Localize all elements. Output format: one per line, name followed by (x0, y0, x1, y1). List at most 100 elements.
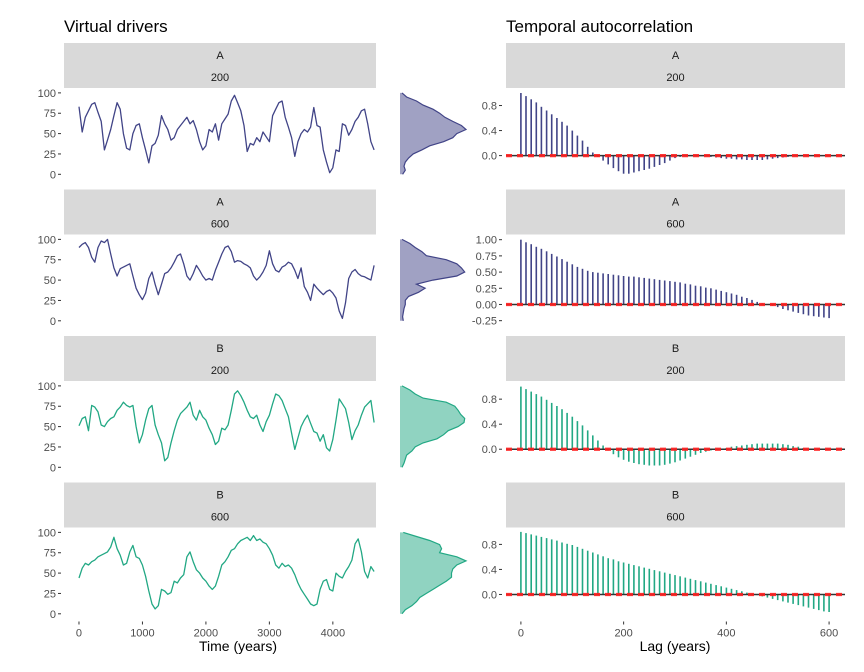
density-area (400, 532, 466, 614)
acf-bar (622, 449, 625, 460)
acf-bar (556, 256, 558, 305)
driver-y-tick-label: 0 (50, 609, 56, 621)
acf-bar (628, 276, 630, 305)
acf-bar (766, 594, 769, 598)
acf-bar (576, 135, 579, 156)
lag-x-tick-label: 200 (614, 628, 632, 640)
panel-row-B-200: B 200 B 200 0 25 50 75 100 0.0 0.4 0.8 (38, 336, 845, 474)
acf-bar (705, 582, 707, 595)
acf-bar (617, 449, 620, 458)
driver-y-tick-label: 50 (44, 422, 56, 434)
acf-bar (720, 290, 722, 305)
acf-bar (581, 140, 584, 156)
acf-bar (520, 386, 522, 450)
acf-y-tick-label: 0.8 (482, 394, 497, 406)
acf-bar (756, 155, 758, 160)
acf-bar (545, 110, 548, 156)
acf-bar (751, 155, 753, 160)
driver-strip (64, 482, 376, 528)
lag-x-tick-label: 0 (518, 628, 524, 640)
acf-bar (530, 534, 532, 595)
acf-bar (720, 586, 722, 595)
acf-bar (710, 288, 712, 305)
acf-bar (525, 242, 527, 305)
acf-bar (581, 548, 584, 595)
acf-bar (699, 581, 702, 595)
acf-bar (776, 443, 779, 450)
acf-bar (746, 444, 748, 450)
acf-bar (617, 275, 620, 305)
acf-bar (735, 590, 738, 595)
x-axis-title-time: Time (years) (199, 638, 277, 654)
acf-bar (530, 99, 532, 156)
time-x-tick-label: 4000 (321, 628, 345, 640)
density-outline (401, 385, 466, 468)
acf-bar (566, 543, 568, 595)
acf-bar (638, 566, 640, 595)
acf-bar (628, 449, 630, 462)
driver-strip-label-period: 600 (211, 512, 229, 524)
acf-bar (602, 155, 604, 161)
time-x-tick-label: 1000 (130, 628, 154, 640)
acf-bar (643, 449, 645, 465)
acf-bar (571, 264, 574, 305)
acf-bar (576, 266, 579, 305)
acf-bar (756, 301, 758, 305)
acf-strip-label-group: A (672, 197, 680, 209)
acf-bar (597, 440, 599, 450)
driver-strip-label-period: 200 (211, 72, 229, 84)
acf-bar (545, 399, 548, 450)
acf-bar (699, 449, 702, 453)
acf-bar (689, 284, 692, 305)
acf-bar (792, 594, 794, 604)
acf-bar (520, 93, 522, 156)
density-outline (401, 92, 468, 175)
acf-bar (694, 285, 697, 305)
acf-bar (653, 155, 656, 167)
driver-y-tick-label: 25 (44, 588, 56, 600)
acf-bar (597, 554, 599, 595)
acf-bar (735, 446, 738, 450)
acf-bar (782, 444, 784, 450)
acf-bar (828, 594, 830, 612)
acf-bar (802, 304, 805, 315)
acf-bar (751, 444, 753, 450)
acf-bar (540, 536, 543, 595)
acf-bar (741, 155, 743, 160)
acf-bar (612, 274, 615, 305)
acf-strip-label-period: 600 (666, 512, 684, 524)
driver-y-tick-label: 100 (38, 234, 56, 246)
acf-bar (797, 304, 800, 313)
acf-bar (663, 280, 666, 305)
acf-bar (663, 155, 666, 164)
acf-bar (658, 449, 661, 466)
acf-y-tick-label: 0.0 (482, 589, 497, 601)
acf-bar (684, 577, 687, 595)
acf-bar (715, 585, 717, 595)
acf-bar (643, 567, 645, 595)
acf-bar (571, 545, 574, 595)
driver-series-line (78, 534, 375, 610)
acf-y-tick-label: 1.00 (476, 235, 497, 247)
driver-y-tick-label: 100 (38, 381, 56, 393)
acf-bar (648, 449, 651, 466)
acf-bar (628, 563, 630, 595)
driver-strip (64, 189, 376, 235)
acf-bar (807, 304, 810, 316)
acf-bar (761, 155, 764, 160)
driver-y-tick-label: 50 (44, 129, 56, 141)
acf-bar (535, 102, 538, 156)
acf-bar (669, 281, 671, 305)
acf-strip-label-group: B (672, 343, 679, 355)
acf-y-tick-label: 0.4 (482, 419, 497, 431)
acf-bar (725, 587, 728, 595)
driver-strip-label-group: A (216, 50, 224, 62)
acf-bar (622, 155, 625, 174)
acf-bar (648, 155, 651, 169)
acf-bar (648, 568, 651, 595)
acf-strip (506, 482, 845, 528)
acf-y-tick-label: 0.8 (482, 539, 497, 551)
acf-bar (602, 445, 604, 450)
acf-bar (576, 546, 579, 595)
acf-bar (823, 594, 825, 612)
